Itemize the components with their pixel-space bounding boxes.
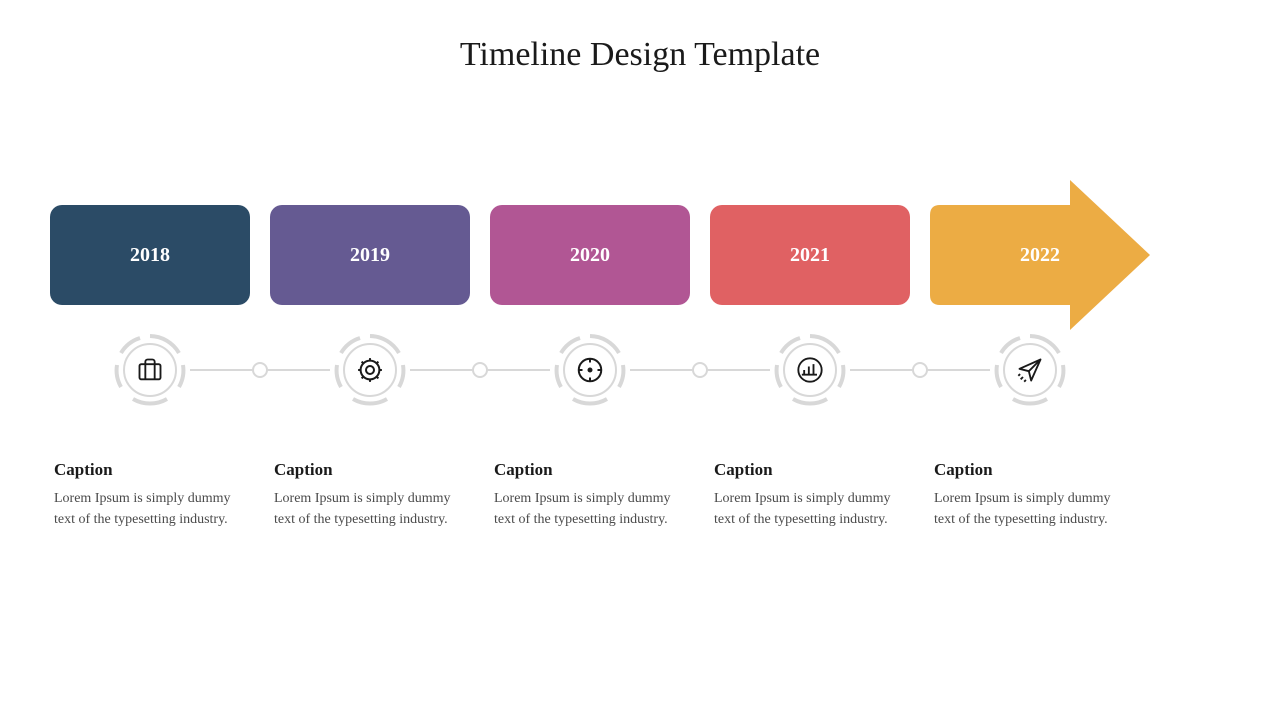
caption-title-1: Caption xyxy=(274,460,466,480)
timeline-icon-row xyxy=(50,330,1250,410)
target-icon xyxy=(575,355,605,385)
caption-text-0: Lorem Ipsum is simply dummy text of the … xyxy=(54,488,246,530)
caption-block-3: Caption Lorem Ipsum is simply dummy text… xyxy=(710,460,910,530)
connector-1 xyxy=(470,362,490,378)
bar-chart-icon xyxy=(796,356,824,384)
year-box-2019: 2019 xyxy=(270,205,470,305)
year-arrow-2022: 2022 xyxy=(930,180,1150,330)
icon-unit-4 xyxy=(930,330,1130,410)
connector-2 xyxy=(690,362,710,378)
caption-block-0: Caption Lorem Ipsum is simply dummy text… xyxy=(50,460,250,530)
year-box-2020: 2020 xyxy=(490,205,690,305)
connector-3 xyxy=(910,362,930,378)
caption-text-2: Lorem Ipsum is simply dummy text of the … xyxy=(494,488,686,530)
caption-title-0: Caption xyxy=(54,460,246,480)
year-box-2021: 2021 xyxy=(710,205,910,305)
caption-block-2: Caption Lorem Ipsum is simply dummy text… xyxy=(490,460,690,530)
briefcase-icon xyxy=(136,356,164,384)
caption-block-1: Caption Lorem Ipsum is simply dummy text… xyxy=(270,460,470,530)
connector-0 xyxy=(250,362,270,378)
caption-text-1: Lorem Ipsum is simply dummy text of the … xyxy=(274,488,466,530)
gear-icon xyxy=(355,355,385,385)
year-arrow-label: 2022 xyxy=(980,244,1100,267)
page-title: Timeline Design Template xyxy=(0,0,1280,74)
year-box-2018: 2018 xyxy=(50,205,250,305)
caption-title-3: Caption xyxy=(714,460,906,480)
caption-title-2: Caption xyxy=(494,460,686,480)
timeline-year-row: 2018 2019 2020 2021 2022 xyxy=(50,180,1250,330)
caption-text-4: Lorem Ipsum is simply dummy text of the … xyxy=(934,488,1126,530)
caption-title-4: Caption xyxy=(934,460,1126,480)
caption-block-4: Caption Lorem Ipsum is simply dummy text… xyxy=(930,460,1130,530)
caption-text-3: Lorem Ipsum is simply dummy text of the … xyxy=(714,488,906,530)
caption-row: Caption Lorem Ipsum is simply dummy text… xyxy=(50,460,1250,530)
paper-plane-icon xyxy=(1016,356,1044,384)
